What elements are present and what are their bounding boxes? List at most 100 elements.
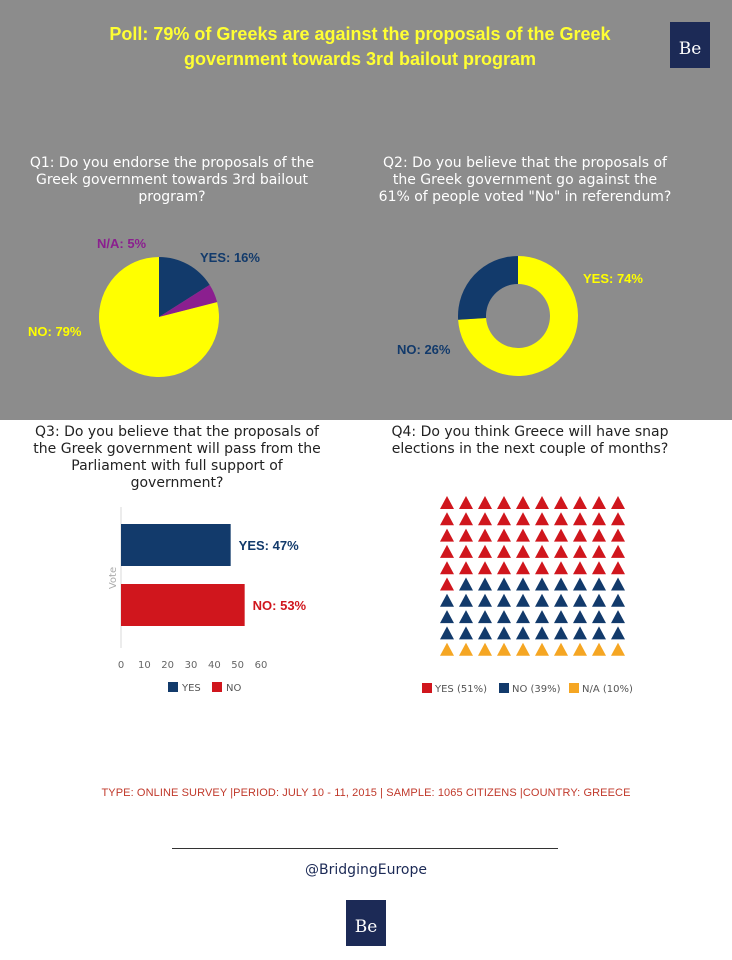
donut-slice-no — [458, 256, 518, 320]
waffle-icon-yes — [573, 512, 587, 526]
waffle-icon-yes — [497, 528, 511, 542]
brand-logo: Be — [670, 22, 710, 68]
q2-question: Q2: Do you believe that the proposals of… — [356, 155, 694, 206]
x-tick-label: 30 — [185, 660, 198, 671]
waffle-icon-yes — [573, 544, 587, 558]
waffle-icon-yes — [440, 577, 454, 591]
waffle-icon-yes — [535, 544, 549, 558]
waffle-icon-yes — [459, 496, 473, 509]
q1-question: Q1: Do you endorse the proposals of the … — [8, 155, 336, 206]
waffle-icon-yes — [592, 496, 606, 509]
waffle-icon-n-a — [535, 642, 549, 656]
waffle-icon-yes — [611, 561, 625, 575]
waffle-icon-yes — [478, 544, 492, 558]
waffle-icon-no — [478, 593, 492, 607]
waffle-icon-yes — [554, 561, 568, 575]
x-tick-label: 50 — [231, 660, 244, 671]
q3-line-3: Parliament with full support of — [71, 458, 283, 474]
waffle-icon-yes — [459, 561, 473, 575]
waffle-icon-n-a — [440, 642, 454, 656]
q3-line-2: the Greek government will pass from the — [33, 441, 321, 457]
x-tick-label: 40 — [208, 660, 221, 671]
waffle-icon-yes — [459, 528, 473, 542]
waffle-icon-no — [459, 626, 473, 640]
waffle-icon-no — [554, 626, 568, 640]
legend-swatch-no — [499, 683, 509, 693]
waffle-icon-yes — [440, 561, 454, 575]
waffle-icon-no — [516, 593, 530, 607]
legend-swatch-yes — [422, 683, 432, 693]
waffle-icon-no — [573, 577, 587, 591]
footer-logo-text: Be — [354, 917, 378, 937]
waffle-icon-no — [516, 577, 530, 591]
waffle-icon-yes — [554, 496, 568, 509]
data-label-yes: YES: 16% — [200, 250, 260, 265]
waffle-icon-yes — [573, 528, 587, 542]
q2-line-3: 61% of people voted "No" in referendum? — [378, 189, 672, 205]
donut-slice-yes — [458, 256, 578, 377]
brand-logo-text: Be — [678, 39, 702, 59]
waffle-icon-yes — [592, 512, 606, 526]
waffle-icon-yes — [440, 496, 454, 509]
waffle-icon-no — [573, 593, 587, 607]
q1-line-3: program? — [138, 189, 206, 205]
waffle-icon-n-a — [592, 642, 606, 656]
waffle-icon-no — [611, 626, 625, 640]
q1-line-2: Greek government towards 3rd bailout — [35, 172, 309, 188]
x-tick-label: 0 — [118, 660, 124, 671]
waffle-icon-yes — [478, 561, 492, 575]
legend-label-n-a: N/A (10%) — [582, 684, 633, 695]
q4-line-2: elections in the next couple of months? — [391, 441, 669, 457]
q3-bar-chart: Vote YES: 47% NO: 53% 0 10 20 30 40 50 60 YES NO — [108, 507, 307, 694]
waffle-icon-yes — [611, 496, 625, 509]
waffle-icon-no — [535, 626, 549, 640]
waffle-icon-yes — [611, 544, 625, 558]
q3-line-1: Q3: Do you believe that the proposals of — [35, 424, 319, 440]
q1-line-1: Q1: Do you endorse the proposals of the — [29, 155, 315, 171]
waffle-icon-no — [554, 577, 568, 591]
waffle-icon-n-a — [516, 642, 530, 656]
waffle-icon-yes — [459, 544, 473, 558]
waffle-icon-yes — [440, 512, 454, 526]
waffle-icon-no — [611, 577, 625, 591]
waffle-icon-yes — [592, 528, 606, 542]
waffle-icon-yes — [516, 528, 530, 542]
data-label-no: NO: 79% — [28, 324, 82, 339]
waffle-icon-yes — [497, 561, 511, 575]
pie-slice-no — [99, 257, 220, 378]
waffle-icon-no — [497, 626, 511, 640]
waffle-icon-yes — [497, 496, 511, 509]
waffle-icon-no — [573, 626, 587, 640]
waffle-icon-yes — [592, 544, 606, 558]
waffle-icon-yes — [554, 512, 568, 526]
waffle-icon-yes — [516, 512, 530, 526]
twitter-handle[interactable]: @BridgingEurope — [305, 862, 427, 878]
q4-question: Q4: Do you think Greece will have snap e… — [362, 424, 698, 458]
data-label-n-a: N/A: 5% — [97, 236, 147, 251]
waffle-icon-yes — [440, 528, 454, 542]
legend-label-no: NO — [226, 683, 241, 694]
footer-divider — [172, 848, 558, 849]
q2-line-1: Q2: Do you believe that the proposals of — [383, 155, 667, 171]
waffle-icon-yes — [535, 528, 549, 542]
waffle-icon-yes — [516, 544, 530, 558]
waffle-icon-no — [611, 593, 625, 607]
waffle-icon-yes — [592, 561, 606, 575]
legend-label-no: NO (39%) — [512, 684, 561, 695]
x-tick-label: 20 — [161, 660, 174, 671]
bar-no — [121, 584, 245, 626]
waffle-icon-no — [516, 610, 530, 624]
waffle-icon-yes — [497, 512, 511, 526]
waffle-icon-n-a — [611, 642, 625, 656]
waffle-icon-yes — [611, 512, 625, 526]
data-label-no: NO: 26% — [397, 342, 451, 357]
waffle-icon-no — [459, 577, 473, 591]
survey-meta: TYPE: ONLINE SURVEY |PERIOD: JULY 10 - 1… — [101, 787, 631, 799]
waffle-icon-no — [592, 577, 606, 591]
q1-pie-chart: YES: 16% N/A: 5% NO: 79% — [28, 236, 260, 378]
page-title: Poll: 79% of Greeks are against the prop… — [40, 22, 680, 72]
waffle-icon-yes — [611, 528, 625, 542]
waffle-icon-yes — [440, 544, 454, 558]
waffle-icon-no — [478, 610, 492, 624]
waffle-icon-yes — [573, 496, 587, 509]
